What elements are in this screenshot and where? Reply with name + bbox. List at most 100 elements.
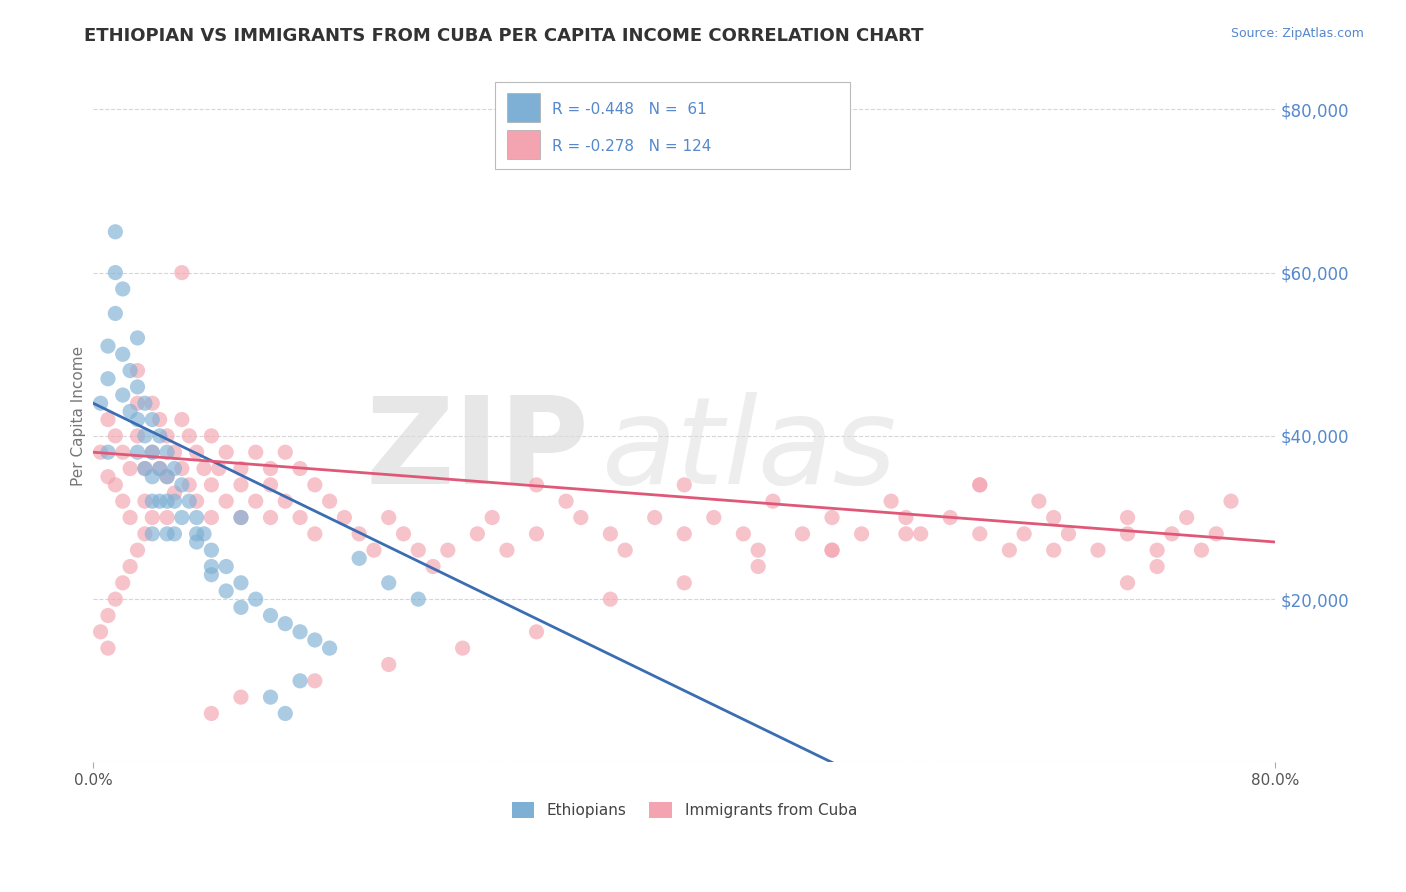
Point: [229, 461, 252, 475]
Point: [97, 339, 120, 353]
Point: [274, 706, 297, 721]
Point: [163, 486, 186, 500]
Point: [215, 445, 238, 459]
Point: [170, 478, 193, 492]
Point: [229, 575, 252, 590]
Point: [179, 494, 201, 508]
Point: [245, 592, 267, 607]
Point: [156, 469, 179, 483]
Point: [149, 494, 172, 508]
Point: [156, 429, 179, 443]
Point: [127, 380, 149, 394]
Point: [186, 510, 208, 524]
Point: [111, 575, 134, 590]
Point: [1012, 526, 1035, 541]
Point: [673, 575, 696, 590]
Point: [555, 494, 578, 508]
Point: [127, 331, 149, 345]
Point: [134, 461, 156, 475]
Point: [259, 510, 281, 524]
Point: [156, 494, 179, 508]
FancyBboxPatch shape: [508, 93, 540, 122]
Point: [104, 478, 127, 492]
Point: [134, 526, 156, 541]
Point: [1116, 526, 1139, 541]
Point: [170, 510, 193, 524]
Point: [127, 412, 149, 426]
FancyBboxPatch shape: [508, 129, 540, 159]
Point: [200, 567, 222, 582]
Point: [149, 461, 172, 475]
Point: [259, 608, 281, 623]
Point: [288, 510, 311, 524]
Point: [97, 412, 120, 426]
Point: [97, 641, 120, 656]
Point: [969, 478, 991, 492]
Point: [90, 445, 112, 459]
Point: [134, 396, 156, 410]
Point: [149, 461, 172, 475]
Point: [111, 347, 134, 361]
Point: [318, 641, 340, 656]
Point: [1116, 575, 1139, 590]
Point: [288, 673, 311, 688]
Point: [104, 592, 127, 607]
Point: [229, 510, 252, 524]
Point: [200, 706, 222, 721]
Point: [1160, 526, 1182, 541]
Point: [163, 445, 186, 459]
Point: [1042, 543, 1064, 558]
Point: [406, 543, 429, 558]
Point: [229, 478, 252, 492]
Point: [104, 266, 127, 280]
Point: [111, 282, 134, 296]
Point: [245, 445, 267, 459]
Point: [437, 543, 460, 558]
Point: [599, 592, 621, 607]
Point: [229, 510, 252, 524]
Point: [274, 445, 297, 459]
Point: [526, 624, 548, 639]
Point: [97, 372, 120, 386]
Point: [259, 478, 281, 492]
Point: [170, 412, 193, 426]
Point: [1175, 510, 1198, 524]
Point: [193, 461, 215, 475]
Point: [104, 306, 127, 320]
Point: [229, 690, 252, 705]
Point: [215, 559, 238, 574]
Point: [156, 510, 179, 524]
Point: [467, 526, 489, 541]
Point: [821, 543, 844, 558]
Point: [208, 461, 231, 475]
Point: [259, 461, 281, 475]
Point: [179, 429, 201, 443]
Point: [215, 494, 238, 508]
Point: [969, 526, 991, 541]
Point: [200, 510, 222, 524]
Point: [894, 526, 917, 541]
Point: [163, 526, 186, 541]
Point: [1087, 543, 1109, 558]
Point: [200, 559, 222, 574]
Point: [163, 461, 186, 475]
Point: [1116, 510, 1139, 524]
Point: [703, 510, 725, 524]
Point: [127, 543, 149, 558]
Point: [229, 600, 252, 615]
Point: [120, 461, 142, 475]
Point: [1205, 526, 1227, 541]
Text: ETHIOPIAN VS IMMIGRANTS FROM CUBA PER CAPITA INCOME CORRELATION CHART: ETHIOPIAN VS IMMIGRANTS FROM CUBA PER CA…: [84, 27, 924, 45]
Point: [200, 429, 222, 443]
Point: [134, 494, 156, 508]
Point: [614, 543, 637, 558]
Point: [127, 429, 149, 443]
Point: [215, 584, 238, 599]
Point: [821, 510, 844, 524]
Point: [90, 396, 112, 410]
Point: [127, 396, 149, 410]
Point: [97, 445, 120, 459]
Point: [851, 526, 873, 541]
Point: [163, 494, 186, 508]
Point: [363, 543, 385, 558]
